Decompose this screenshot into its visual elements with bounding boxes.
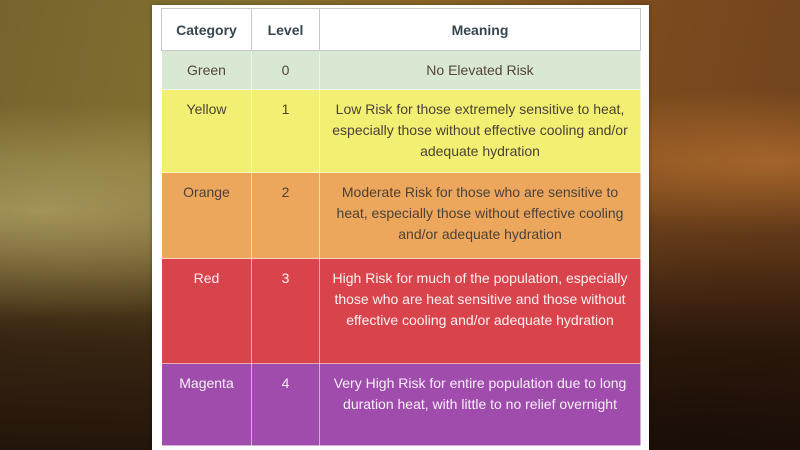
table-row: Yellow 1 Low Risk for those extremely se… (161, 89, 641, 173)
table-row: Red 3 High Risk for much of the populati… (161, 258, 641, 364)
category-cell: Orange (161, 172, 252, 259)
table-row: Orange 2 Moderate Risk for those who are… (161, 172, 641, 259)
category-cell: Magenta (161, 363, 252, 446)
column-header-category: Category (161, 8, 252, 51)
level-cell: 4 (251, 363, 320, 446)
meaning-cell: Moderate Risk for those who are sensitiv… (319, 172, 641, 259)
meaning-cell: Low Risk for those extremely sensitive t… (319, 89, 641, 173)
level-cell: 1 (251, 89, 320, 173)
meaning-cell: No Elevated Risk (319, 50, 641, 90)
level-cell: 0 (251, 50, 320, 90)
column-header-meaning: Meaning (319, 8, 641, 51)
heat-risk-table: Category Level Meaning Green 0 No Elevat… (161, 8, 641, 446)
table-body: Green 0 No Elevated Risk Yellow 1 Low Ri… (161, 50, 641, 446)
level-cell: 3 (251, 258, 320, 364)
category-cell: Yellow (161, 89, 252, 173)
table-row: Magenta 4 Very High Risk for entire popu… (161, 363, 641, 446)
column-header-level: Level (251, 8, 320, 51)
level-cell: 2 (251, 172, 320, 259)
table-row: Green 0 No Elevated Risk (161, 50, 641, 90)
meaning-cell: High Risk for much of the population, es… (319, 258, 641, 364)
category-cell: Green (161, 50, 252, 90)
risk-table-card: Category Level Meaning Green 0 No Elevat… (152, 5, 649, 450)
category-cell: Red (161, 258, 252, 364)
meaning-cell: Very High Risk for entire population due… (319, 363, 641, 446)
table-header-row: Category Level Meaning (161, 8, 641, 51)
